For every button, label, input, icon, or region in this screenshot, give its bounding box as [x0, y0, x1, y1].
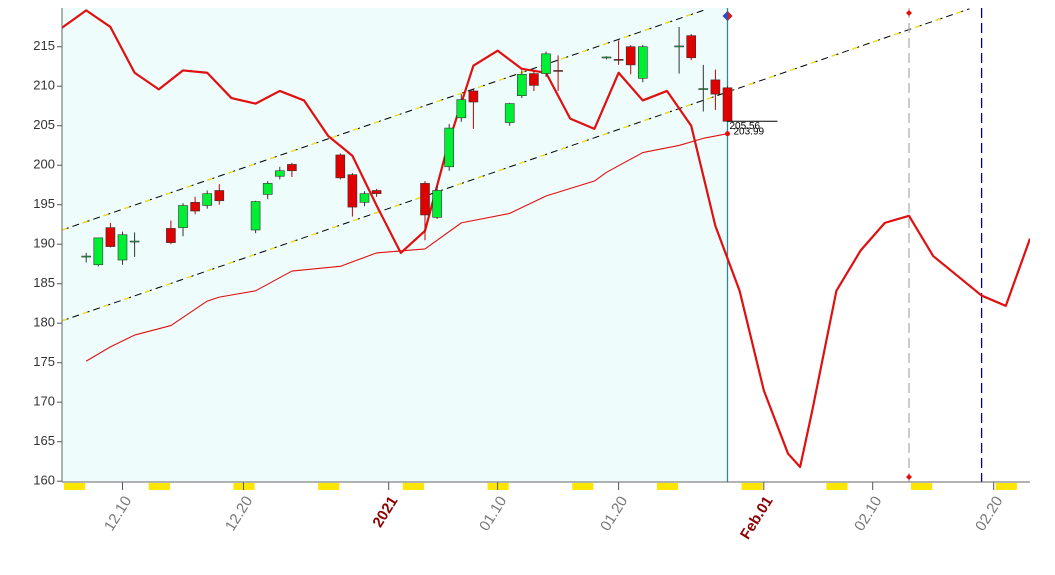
candle-body — [359, 193, 370, 203]
candle-body — [81, 255, 91, 258]
x-tick-label: Feb.01 — [737, 493, 777, 542]
plot-history-bg — [62, 8, 728, 482]
y-tick-label: 185 — [33, 275, 55, 290]
indicator-line — [62, 9, 1030, 469]
weekend-marker — [995, 483, 1017, 490]
y-tick-label: 180 — [33, 315, 55, 330]
candle-body — [722, 87, 733, 122]
last-value-label: 203.99 — [734, 126, 765, 137]
indicator-line — [85, 133, 728, 362]
last-close-label: 205.56 — [730, 121, 761, 132]
candle-body — [625, 46, 636, 66]
y-tick-label: 195 — [33, 196, 55, 211]
y-tick-label: 200 — [33, 157, 55, 172]
candle-body — [178, 205, 188, 228]
x-tick-label: 02.20 — [972, 493, 1006, 534]
candle-body — [516, 74, 527, 96]
weekend-marker — [656, 483, 679, 490]
candle-body — [468, 90, 479, 103]
candle-body — [347, 174, 358, 208]
trend-line-accent — [62, 9, 704, 231]
x-tick-label: 12.10 — [101, 493, 135, 534]
line-marker — [906, 10, 912, 16]
weekend-marker — [572, 483, 594, 490]
candle-body — [674, 45, 684, 48]
candle-body — [274, 170, 285, 177]
candle-body — [93, 237, 104, 266]
weekend-marker — [826, 483, 848, 490]
weekend-marker — [64, 483, 86, 490]
x-tick-label: 12.20 — [222, 493, 256, 534]
x-tick-label: 01.20 — [597, 493, 631, 534]
y-tick-label: 215 — [33, 38, 55, 53]
candle-body — [335, 154, 346, 179]
candle-body — [541, 53, 551, 74]
candle-body — [553, 70, 563, 72]
candle-body — [698, 88, 709, 90]
candle-body — [190, 202, 200, 212]
candle-body — [444, 127, 455, 168]
plot-background — [62, 8, 1030, 490]
plot-future-bg — [727, 8, 1030, 482]
candle-body — [420, 183, 430, 216]
candle-body — [166, 228, 176, 243]
candle-body — [637, 46, 648, 79]
candle-body — [105, 227, 116, 247]
y-tick-label: 160 — [33, 473, 55, 488]
y-tick-label: 190 — [33, 236, 55, 251]
weekend-marker — [911, 483, 933, 490]
plot-area — [62, 8, 1030, 482]
candle-body — [504, 103, 515, 123]
candle-body — [129, 240, 140, 243]
weekend-marker — [402, 483, 424, 490]
candle-body — [117, 234, 128, 261]
candle-body — [287, 164, 297, 172]
cursor-marker-half — [727, 11, 733, 21]
y-tick-label: 175 — [33, 354, 55, 369]
candle-body — [371, 190, 382, 194]
x-tick-label: 2021 — [369, 493, 401, 530]
candle-body — [214, 190, 225, 202]
last-value-dot — [725, 131, 730, 137]
x-tick-label: 01.10 — [476, 493, 510, 534]
x-tick-label: 02.10 — [851, 493, 885, 534]
candle-body — [432, 190, 442, 218]
trend-line — [62, 8, 970, 322]
candle-body — [202, 193, 212, 206]
y-tick-label: 205 — [33, 117, 55, 132]
candle-body — [613, 59, 624, 61]
candle-body — [529, 73, 539, 86]
candle-body — [250, 201, 261, 231]
candle-body — [601, 56, 612, 59]
weekend-marker — [318, 483, 340, 490]
y-tick-label: 170 — [33, 394, 55, 409]
candle-body — [710, 79, 721, 95]
weekend-marker — [148, 483, 170, 490]
candle-body — [686, 35, 697, 59]
candle-body — [456, 99, 467, 119]
candle-body — [262, 183, 273, 195]
y-tick-label: 210 — [33, 78, 55, 93]
line-marker — [906, 474, 912, 480]
weekend-marker — [741, 483, 763, 490]
y-tick-label: 165 — [33, 433, 55, 448]
